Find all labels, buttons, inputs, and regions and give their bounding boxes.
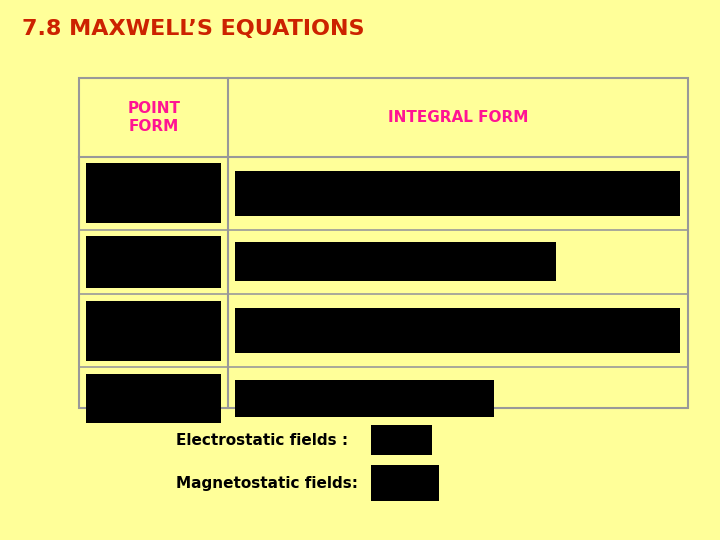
Bar xyxy=(86,163,221,223)
Text: POINT
FORM: POINT FORM xyxy=(127,102,180,133)
Bar xyxy=(235,380,493,417)
Bar xyxy=(79,78,688,408)
Bar xyxy=(371,425,432,455)
Bar xyxy=(86,374,221,423)
Bar xyxy=(235,171,680,215)
Bar xyxy=(86,301,221,361)
Bar xyxy=(371,465,439,501)
Bar xyxy=(235,242,556,281)
Text: Electrostatic fields :: Electrostatic fields : xyxy=(176,433,348,448)
Text: Magnetostatic fields:: Magnetostatic fields: xyxy=(176,476,359,491)
Text: 7.8 MAXWELL’S EQUATIONS: 7.8 MAXWELL’S EQUATIONS xyxy=(22,19,364,39)
Bar xyxy=(86,236,221,288)
Text: INTEGRAL FORM: INTEGRAL FORM xyxy=(388,110,528,125)
Bar xyxy=(235,308,680,353)
